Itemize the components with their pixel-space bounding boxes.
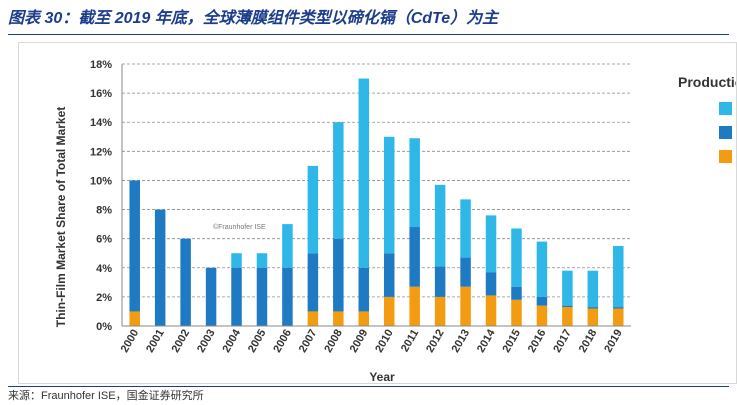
bar-segment: [282, 267, 293, 326]
bar-segment: [307, 311, 319, 326]
x-tick-label: 2010: [373, 328, 396, 355]
x-tick-label: 2000: [119, 328, 142, 355]
figure-title: 图表 30：截至 2019 年底，全球薄膜组件类型以碲化镉（CdTe）为主: [8, 10, 499, 27]
source-note: 来源：Fraunhofer ISE，国金证券研究所: [8, 390, 204, 402]
x-tick-label: 2012: [424, 328, 447, 355]
bar-segment: [409, 286, 420, 326]
bar-segment: [154, 209, 166, 326]
stacked-bar-chart: 0%2%4%6%8%10%12%14%16%18% 2000 2001 2002 20…: [54, 59, 737, 384]
bar-segment: [358, 78, 370, 268]
footer-divider: [8, 386, 729, 387]
bar-segment: [460, 286, 471, 326]
x-tick-label: 2006: [271, 328, 294, 355]
bar-segment: [536, 296, 548, 306]
bar-segment: [562, 307, 573, 326]
bar-segment: [536, 241, 548, 297]
y-tick-label: 0%: [96, 321, 112, 333]
bar-segment: [536, 305, 548, 326]
bar-segment: [460, 199, 471, 258]
y-tick-label: 16%: [90, 88, 112, 100]
x-tick-label: 2002: [170, 328, 193, 355]
y-tick-labels: 0% 2% 4% 6% 8% 10% 12% 14% 16% 18%: [90, 59, 112, 333]
bar-segment: [460, 257, 471, 287]
title-divider: [8, 34, 729, 35]
x-tick-label: 2019: [602, 328, 625, 355]
bar-segment: [307, 165, 319, 254]
bar-segment: [129, 311, 140, 326]
y-tick-label: 12%: [90, 146, 112, 158]
axes: [121, 64, 631, 327]
y-axis-label: Thin-Film Market Share of Total Market: [54, 107, 68, 327]
bar-segment: [587, 307, 599, 309]
bar-segment: [587, 308, 599, 326]
bar-segment: [409, 138, 420, 228]
legend-title: Productio: [678, 74, 737, 90]
x-tick-label: 2013: [450, 328, 473, 355]
bar-segment: [333, 238, 344, 312]
bar-segment: [383, 253, 395, 297]
bar-segment: [587, 270, 599, 308]
y-tick-label: 4%: [96, 263, 112, 275]
bar-segment: [333, 311, 344, 326]
bar-segment: [434, 296, 446, 326]
x-tick-label: 2014: [475, 327, 498, 355]
bar-segment: [129, 180, 140, 312]
bar-segment: [511, 299, 522, 326]
bar-segment: [205, 267, 217, 326]
bar-segment: [383, 296, 395, 326]
x-tick-label: 2009: [348, 328, 371, 355]
y-tick-label: 14%: [90, 117, 112, 129]
x-tick-label: 2004: [220, 327, 243, 355]
bars: [129, 78, 624, 326]
bar-segment: [256, 267, 268, 326]
legend: Productio: [678, 74, 737, 163]
x-axis-label: Year: [369, 370, 395, 384]
x-tick-labels: 2000 2001 2002 2003 2004 2005 2006 2007 2008 2009…: [119, 327, 625, 355]
x-tick-label: 2005: [246, 328, 269, 355]
bar-segment: [231, 253, 242, 268]
x-tick-label: 2018: [577, 328, 600, 355]
x-tick-label: 2007: [297, 328, 320, 355]
bar-segment: [180, 238, 191, 326]
bar-segment: [333, 122, 344, 239]
x-tick-label: 2016: [526, 328, 549, 355]
legend-swatch: [719, 150, 732, 163]
bar-segment: [307, 253, 319, 312]
bar-segment: [409, 227, 420, 287]
x-tick-label: 2015: [500, 328, 523, 355]
bar-segment: [485, 295, 497, 326]
bar-segment: [358, 267, 370, 312]
bar-segment: [562, 270, 573, 306]
y-tick-label: 8%: [96, 205, 112, 217]
x-tick-label: 2011: [399, 328, 421, 355]
bar-segment: [256, 253, 268, 268]
bar-segment: [613, 308, 624, 326]
y-tick-label: 2%: [96, 292, 112, 304]
y-tick-label: 6%: [96, 234, 112, 246]
bar-segment: [485, 272, 497, 296]
gridlines: [122, 63, 631, 298]
bar-segment: [358, 311, 370, 326]
x-tick-label: 2008: [322, 328, 345, 355]
bar-segment: [434, 266, 446, 297]
bar-segment: [282, 224, 293, 268]
y-tick-label: 18%: [90, 59, 112, 71]
bar-segment: [231, 267, 242, 326]
x-tick-label: 2017: [551, 328, 574, 355]
bar-segment: [511, 228, 522, 287]
x-tick-label: 2003: [195, 328, 218, 355]
bar-segment: [434, 184, 446, 267]
bar-segment: [562, 305, 573, 308]
x-tick-label: 2001: [144, 328, 167, 355]
bar-segment: [613, 307, 624, 309]
y-tick-label: 10%: [90, 175, 112, 187]
legend-swatch: [719, 102, 732, 115]
bar-segment: [485, 215, 497, 273]
chart-frame: 0% 2% 4% 6% 8% 10% 12% 14% 16% 18% 2000 2001 2002 20…: [18, 42, 737, 384]
bar-segment: [613, 245, 624, 308]
bar-segment: [511, 286, 522, 300]
legend-swatch: [719, 126, 732, 139]
bar-segment: [383, 136, 395, 254]
watermark: ©Fraunhofer ISE: [213, 223, 266, 231]
